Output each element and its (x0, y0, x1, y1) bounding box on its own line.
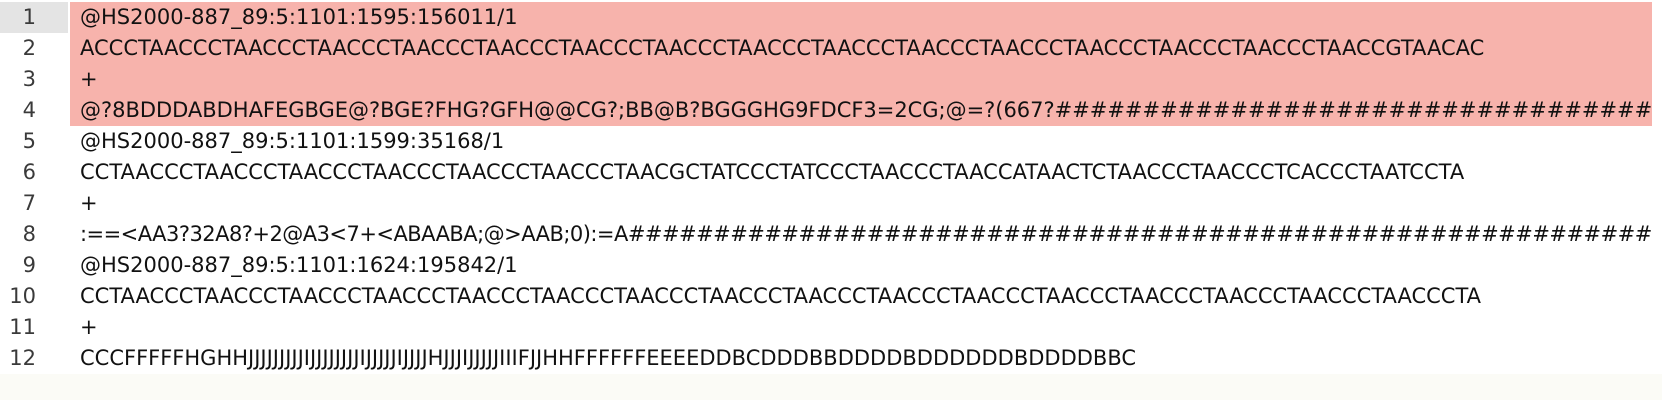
line-number: 3 (22, 67, 36, 91)
line-number-gutter (0, 0, 68, 400)
line-text[interactable]: @HS2000-887_89:5:1101:1599:35168/1 (80, 129, 505, 153)
code-line-10[interactable]: 10 CCTAACCCTAACCCTAACCCTAACCCTAACCCTAACC… (0, 281, 1662, 312)
code-line-5[interactable]: 5 @HS2000-887_89:5:1101:1599:35168/1 (0, 126, 1662, 157)
line-number: 5 (22, 129, 36, 153)
code-line-6[interactable]: 6 CCTAACCCTAACCCTAACCCTAACCCTAACCCTAACCC… (0, 157, 1662, 188)
code-line-3[interactable]: 3 + (0, 64, 1662, 95)
code-line-4[interactable]: 4 @?8BDDDABDHAFEGBGE@?BGE?FHG?GFH@@CG?;B… (0, 95, 1662, 126)
bottom-edge-strip (0, 374, 1662, 400)
line-number: 9 (22, 253, 36, 277)
line-text[interactable]: :==<AA3?32A8?+2@A3<7+<ABAABA;@>AAB;0):=A… (80, 222, 1652, 246)
line-text[interactable]: @?8BDDDABDHAFEGBGE@?BGE?FHG?GFH@@CG?;BB@… (80, 98, 1653, 122)
line-text[interactable]: CCTAACCCTAACCCTAACCCTAACCCTAACCCTAACCCTA… (80, 284, 1482, 308)
current-line-gutter-highlight (0, 2, 68, 33)
line-text[interactable]: CCCFFFFFHGHHJJJJJJJJJIJJJJJJJJIJJJJJIJJJ… (80, 346, 1137, 370)
line-text[interactable]: + (80, 315, 98, 339)
code-line-8[interactable]: 8 :==<AA3?32A8?+2@A3<7+<ABAABA;@>AAB;0):… (0, 219, 1662, 250)
line-number: 2 (22, 36, 36, 60)
line-text[interactable]: CCTAACCCTAACCCTAACCCTAACCCTAACCCTAACCCTA… (80, 160, 1465, 184)
line-number: 7 (22, 191, 36, 215)
code-line-11[interactable]: 11 + (0, 312, 1662, 343)
line-number: 8 (22, 222, 36, 246)
line-text[interactable]: ACCCTAACCCTAACCCTAACCCTAACCCTAACCCTAACCC… (80, 36, 1485, 60)
selected-record-highlight (70, 2, 1652, 126)
line-number: 12 (9, 346, 36, 370)
line-number: 1 (22, 5, 36, 29)
line-number: 6 (22, 160, 36, 184)
code-line-2[interactable]: 2 ACCCTAACCCTAACCCTAACCCTAACCCTAACCCTAAC… (0, 33, 1662, 64)
line-number: 10 (9, 284, 36, 308)
line-number: 11 (9, 315, 36, 339)
line-text[interactable]: + (80, 67, 98, 91)
code-lines[interactable]: 1 @HS2000-887_89:5:1101:1595:156011/1 2 … (0, 2, 1662, 374)
line-text[interactable]: + (80, 191, 98, 215)
line-number: 4 (22, 98, 36, 122)
code-line-1[interactable]: 1 @HS2000-887_89:5:1101:1595:156011/1 (0, 2, 1662, 33)
code-line-9[interactable]: 9 @HS2000-887_89:5:1101:1624:195842/1 (0, 250, 1662, 281)
code-line-7[interactable]: 7 + (0, 188, 1662, 219)
line-text[interactable]: @HS2000-887_89:5:1101:1624:195842/1 (80, 253, 518, 277)
code-line-12[interactable]: 12 CCCFFFFFHGHHJJJJJJJJJIJJJJJJJJIJJJJJI… (0, 343, 1662, 374)
line-text[interactable]: @HS2000-887_89:5:1101:1595:156011/1 (80, 5, 518, 29)
